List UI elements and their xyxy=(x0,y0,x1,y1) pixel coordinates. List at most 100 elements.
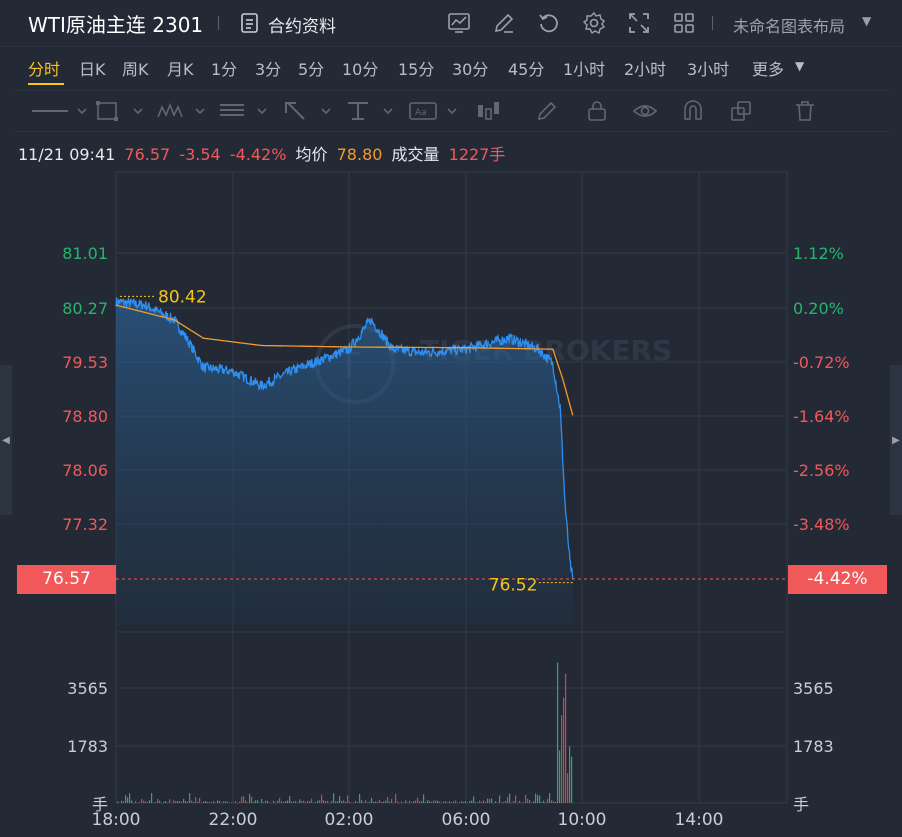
volume-bar xyxy=(293,801,295,803)
volume-bar xyxy=(251,796,253,803)
fibonacci-tool-icon[interactable] xyxy=(218,99,278,123)
tab-period[interactable]: 更多 xyxy=(752,60,785,79)
tab-period[interactable]: 3分 xyxy=(255,60,282,79)
collapse-right-handle[interactable]: ▶ xyxy=(890,365,902,515)
time-axis-label: 10:00 xyxy=(558,810,607,830)
trash-icon[interactable] xyxy=(792,99,818,123)
price-axis-left-label: 78.80 xyxy=(62,407,108,426)
volume-bar xyxy=(423,794,425,803)
lock-icon[interactable] xyxy=(584,99,610,123)
volume-bar xyxy=(397,801,399,803)
volume-bar xyxy=(505,800,507,803)
candle-tool-icon[interactable] xyxy=(474,99,504,123)
pen-icon[interactable] xyxy=(534,99,560,123)
volume-bar xyxy=(207,801,209,803)
volume-unit-right: 手 xyxy=(793,795,809,814)
volume-bar xyxy=(333,793,335,803)
quote-change-pct: -4.42% xyxy=(229,145,287,164)
fullscreen-icon[interactable] xyxy=(627,11,651,35)
volume-bar xyxy=(429,800,431,803)
volume-bar xyxy=(217,800,219,803)
collapse-left-handle[interactable]: ◀ xyxy=(0,365,12,515)
undo-icon[interactable] xyxy=(537,11,561,35)
volume-bar xyxy=(267,800,269,803)
volume-bar xyxy=(197,801,199,803)
volume-bar xyxy=(431,801,433,803)
volume-bar xyxy=(353,802,355,804)
volume-bar xyxy=(289,796,291,803)
magnet-icon[interactable] xyxy=(680,99,706,123)
volume-bar xyxy=(379,799,381,803)
volume-bar xyxy=(231,802,233,803)
price-axis-left-label: 80.27 xyxy=(62,299,108,318)
rectangle-tool-icon[interactable] xyxy=(94,99,154,123)
tab-period[interactable]: 周K xyxy=(122,60,149,79)
arrow-tool-icon[interactable] xyxy=(282,99,342,123)
tab-period[interactable]: 45分 xyxy=(508,60,545,79)
volume-bar xyxy=(523,802,525,803)
line-style-tool-icon[interactable] xyxy=(30,99,90,123)
gear-icon[interactable] xyxy=(582,11,606,35)
period-tabs: 分时 日K 周K 月K 1分 3分 5分 10分 15分 30分 45分 1小时 2小时 3小时 更多 ▼ xyxy=(0,50,902,84)
volume-bar xyxy=(141,798,143,803)
volume-bar xyxy=(391,798,393,803)
caret-down-icon[interactable]: ▼ xyxy=(862,14,872,28)
volume-bar xyxy=(263,801,265,803)
volume-bar xyxy=(535,793,537,803)
volume-bar xyxy=(541,802,543,803)
volume-bar xyxy=(515,795,517,803)
text-tool-icon[interactable] xyxy=(344,99,404,123)
label-tool-icon[interactable]: Aa xyxy=(408,99,468,123)
tab-period[interactable]: 分时 xyxy=(28,60,61,79)
tab-period[interactable]: 1小时 xyxy=(563,60,606,79)
tab-period[interactable]: 2小时 xyxy=(624,60,667,79)
document-icon[interactable] xyxy=(240,12,260,34)
volume-bar xyxy=(563,697,565,803)
layout-selector[interactable]: 未命名图表布局 xyxy=(733,17,846,36)
pattern-tool-icon[interactable] xyxy=(156,99,216,123)
volume-bar xyxy=(145,801,147,803)
grid-layout-icon[interactable] xyxy=(672,11,696,35)
volume-bar xyxy=(273,800,275,803)
tab-period[interactable]: 日K xyxy=(79,60,106,79)
volume-bar xyxy=(435,800,437,803)
tab-period[interactable]: 3小时 xyxy=(687,60,730,79)
tab-period[interactable]: 1分 xyxy=(211,60,238,79)
volume-bar xyxy=(157,799,159,803)
volume-bar xyxy=(239,801,241,803)
volume-bar xyxy=(351,802,353,804)
volume-bar xyxy=(173,800,175,803)
tab-period[interactable]: 30分 xyxy=(452,60,489,79)
edit-icon[interactable] xyxy=(492,11,516,35)
tab-period[interactable]: 5分 xyxy=(298,60,325,79)
contract-info-link[interactable]: 合约资料 xyxy=(268,17,336,37)
volume-bar xyxy=(243,796,245,803)
volume-bar xyxy=(513,800,515,803)
volume-bar xyxy=(291,801,293,803)
volume-bar xyxy=(209,801,211,803)
volume-bar xyxy=(323,800,325,803)
volume-bar xyxy=(283,802,285,803)
volume-bar xyxy=(301,800,303,803)
caret-down-icon[interactable]: ▼ xyxy=(795,59,805,73)
volume-axis-left-label: 3565 xyxy=(67,679,108,698)
copy-icon[interactable] xyxy=(728,99,754,123)
volume-bar xyxy=(457,802,459,804)
volume-bar xyxy=(365,800,367,803)
volume-bar xyxy=(519,800,521,803)
indicator-chart-icon[interactable] xyxy=(447,11,471,35)
volume-bar xyxy=(165,801,167,803)
volume-bar xyxy=(147,801,149,803)
eye-icon[interactable] xyxy=(631,99,659,123)
volume-bar xyxy=(253,801,255,803)
tab-period[interactable]: 15分 xyxy=(398,60,435,79)
tab-period[interactable]: 月K xyxy=(167,60,194,79)
volume-bar xyxy=(495,800,497,803)
volume-bar xyxy=(477,802,479,803)
volume-bar xyxy=(533,801,535,803)
tab-period[interactable]: 10分 xyxy=(342,60,379,79)
volume-bar xyxy=(555,801,557,803)
volume-bar xyxy=(191,800,193,803)
symbol-title[interactable]: WTI原油主连 2301 xyxy=(28,13,204,37)
